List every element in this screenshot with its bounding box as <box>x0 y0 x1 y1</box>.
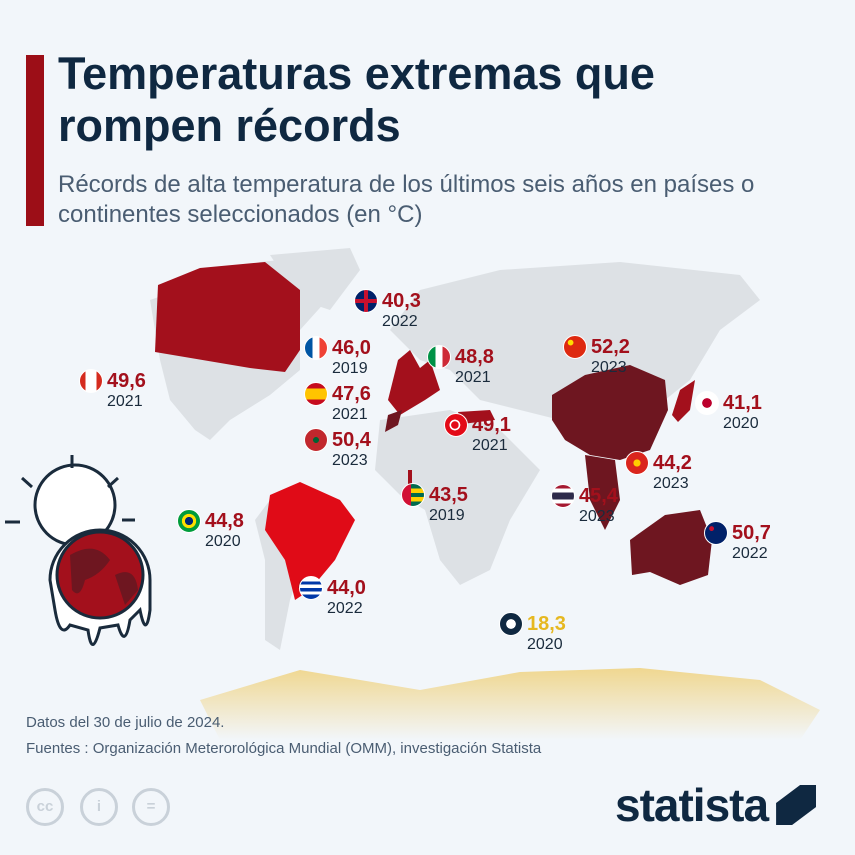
antarctica-record-year: 2020 <box>527 636 563 653</box>
turkey-record-value: 49,1 <box>472 414 511 436</box>
land-africa <box>375 410 540 585</box>
page-title: Temperaturas extremas que rompen récords <box>58 48 655 151</box>
brazil-shape <box>265 482 355 600</box>
togo-record-value: 43,5 <box>429 484 468 506</box>
uk-record-year: 2022 <box>382 313 418 330</box>
vietnam-flag-icon <box>625 451 649 475</box>
thailand-record-value: 45,4 <box>579 485 618 507</box>
vietnam-record-year: 2023 <box>653 475 689 492</box>
uk-flag-icon <box>354 289 378 313</box>
france-record-year: 2019 <box>332 360 368 377</box>
antarctica-shape <box>200 668 820 740</box>
australia-record-value: 50,7 <box>732 522 771 544</box>
thailand-record-year: 2023 <box>579 508 615 525</box>
accent-bar <box>26 55 44 226</box>
france-record-value: 46,0 <box>332 337 371 359</box>
spain-flag-icon <box>304 382 328 406</box>
brazil-record-value: 44,8 <box>205 510 244 532</box>
antarctica-flag-icon <box>499 612 523 636</box>
uk-record-value: 40,3 <box>382 290 421 312</box>
morocco-record-value: 50,4 <box>332 429 371 451</box>
italy-record-value: 48,8 <box>455 346 494 368</box>
china-shape <box>552 365 668 460</box>
italy-record-year: 2021 <box>455 369 491 386</box>
togo-flag-icon <box>401 483 425 507</box>
statista-logo[interactable]: statista <box>615 778 817 832</box>
japan-flag-icon <box>695 391 719 415</box>
morocco-flag-icon <box>304 428 328 452</box>
sources-note: Fuentes : Organización Meterorológica Mu… <box>26 740 542 757</box>
turkey-flag-icon <box>444 413 468 437</box>
canada-flag-icon <box>79 369 103 393</box>
japan-shape <box>672 380 695 422</box>
togo-record-year: 2019 <box>429 507 465 524</box>
canada-record-value: 49,6 <box>107 370 146 392</box>
no-derivatives-icon[interactable]: = <box>132 788 170 826</box>
attribution-icon[interactable]: i <box>80 788 118 826</box>
spain-record-year: 2021 <box>332 406 368 423</box>
logo-text: statista <box>615 779 769 831</box>
morocco-record-year: 2023 <box>332 452 368 469</box>
australia-record-year: 2022 <box>732 545 768 562</box>
japan-record-year: 2020 <box>723 415 759 432</box>
spain-record-value: 47,6 <box>332 383 371 405</box>
france-flag-icon <box>304 336 328 360</box>
melting-earth-illustration <box>5 455 152 646</box>
page-subtitle: Récords de alta temperatura de los últim… <box>58 171 755 228</box>
brazil-record-year: 2020 <box>205 533 241 550</box>
australia-flag-icon <box>704 521 728 545</box>
japan-record-value: 41,1 <box>723 392 762 414</box>
uruguay-record-year: 2022 <box>327 600 363 617</box>
togo-shape <box>408 470 412 485</box>
antarctica-record-value: 18,3 <box>527 613 566 635</box>
canada-shape <box>155 262 300 372</box>
vietnam-record-value: 44,2 <box>653 452 692 474</box>
cc-license-icon[interactable]: cc <box>26 788 64 826</box>
uruguay-flag-icon <box>299 576 323 600</box>
uruguay-record-value: 44,0 <box>327 577 366 599</box>
brazil-flag-icon <box>177 509 201 533</box>
se-asia-shape <box>585 455 620 530</box>
europe-shape <box>388 350 440 415</box>
thailand-flag-icon <box>551 484 575 508</box>
land-greenland <box>270 248 360 310</box>
china-flag-icon <box>563 335 587 359</box>
turkey-record-year: 2021 <box>472 437 508 454</box>
italy-flag-icon <box>427 345 451 369</box>
statista-logo-icon <box>776 785 817 825</box>
china-record-value: 52,2 <box>591 336 630 358</box>
date-note: Datos del 30 de julio de 2024. <box>26 714 225 731</box>
morocco-shape <box>385 410 402 432</box>
canada-record-year: 2021 <box>107 393 143 410</box>
australia-shape <box>630 510 712 585</box>
china-record-year: 2023 <box>591 359 627 376</box>
